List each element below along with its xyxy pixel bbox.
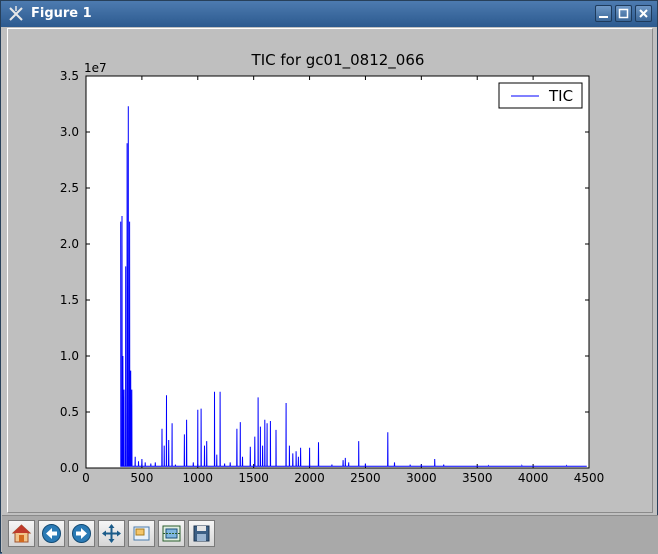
forward-button[interactable] <box>68 520 95 547</box>
subplots-icon <box>162 525 181 542</box>
maximize-button[interactable] <box>615 5 632 22</box>
y-tick-label: 0.5 <box>60 405 79 419</box>
y-tick-label: 2.0 <box>60 237 79 251</box>
figure-canvas[interactable]: TIC for gc01_0812_066 1e7 0 500 1000 1500 20… <box>9 30 651 511</box>
close-button[interactable] <box>635 5 652 22</box>
window-titlebar[interactable]: Figure 1 <box>1 1 657 27</box>
y-tick-label: 2.5 <box>60 181 79 195</box>
floppy-disk-icon <box>193 525 210 542</box>
x-tick-label: 0 <box>82 471 90 485</box>
plot-area <box>85 75 590 469</box>
tic-series-line <box>120 106 587 467</box>
x-tick-label: 4500 <box>574 471 605 485</box>
save-button[interactable] <box>188 520 215 547</box>
x-tick-label: 1500 <box>238 471 269 485</box>
x-tick-label: 3500 <box>462 471 493 485</box>
window-title: Figure 1 <box>31 6 92 21</box>
subplots-button[interactable] <box>158 520 185 547</box>
legend: TIC <box>498 82 583 109</box>
x-tick-label: 1000 <box>183 471 214 485</box>
home-icon <box>11 524 32 543</box>
y-tick-label: 1.5 <box>60 293 79 307</box>
maximize-icon <box>618 8 629 19</box>
x-tick-label: 4000 <box>518 471 549 485</box>
back-button[interactable] <box>38 520 65 547</box>
x-tick-label: 2500 <box>350 471 381 485</box>
y-tick-label: 0.0 <box>60 461 79 475</box>
legend-label-tic: TIC <box>548 87 573 105</box>
y-tick-label: 3.5 <box>60 69 79 83</box>
x-tick-label: 2000 <box>294 471 325 485</box>
chart-title: TIC for gc01_0812_066 <box>251 51 425 70</box>
home-button[interactable] <box>8 520 35 547</box>
minimize-button[interactable] <box>595 5 612 22</box>
x-tick-label: 500 <box>130 471 153 485</box>
back-arrow-icon <box>42 524 61 543</box>
minimize-icon <box>599 16 608 18</box>
pan-button[interactable] <box>98 520 125 547</box>
forward-arrow-icon <box>72 524 91 543</box>
x-tick-label: 3000 <box>406 471 437 485</box>
navigation-toolbar <box>2 515 658 554</box>
app-icon <box>9 6 23 21</box>
y-offset-label: 1e7 <box>84 61 107 75</box>
close-icon <box>639 9 648 18</box>
y-tick-label: 1.0 <box>60 349 79 363</box>
y-tick-label: 3.0 <box>60 125 79 139</box>
zoom-button[interactable] <box>128 520 155 547</box>
zoom-rect-icon <box>133 526 150 541</box>
pan-arrows-icon <box>102 524 121 543</box>
